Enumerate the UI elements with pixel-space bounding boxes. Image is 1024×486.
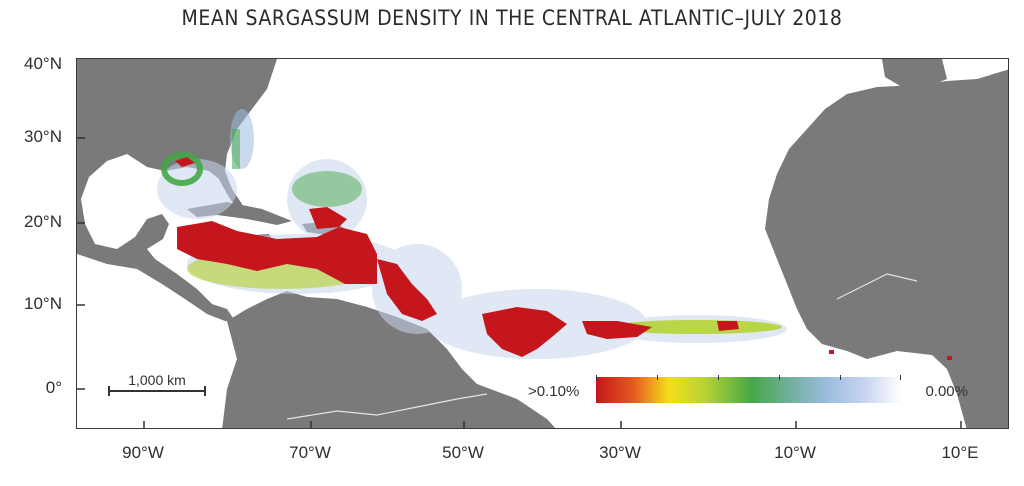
y-tick-20n: 20°N bbox=[24, 212, 62, 231]
y-tick-40n: 40°N bbox=[24, 54, 62, 73]
scale-bar-label: 1,000 km bbox=[128, 372, 186, 388]
color-legend: >0.10% 0.00% bbox=[528, 373, 968, 407]
map-plot-area bbox=[76, 58, 1009, 429]
river-amazon bbox=[286, 393, 488, 420]
legend-low-label: 0.00% bbox=[925, 383, 968, 400]
map-graphic bbox=[77, 59, 1008, 428]
x-tick-30w: 30°W bbox=[599, 443, 641, 462]
river-niger bbox=[836, 273, 918, 300]
y-tick-0: 0° bbox=[45, 378, 62, 397]
y-tick-30n: 30°N bbox=[24, 127, 62, 146]
x-tick-50w: 50°W bbox=[442, 443, 484, 462]
legend-high-label: >0.10% bbox=[528, 383, 580, 400]
x-tick-10e: 10°E bbox=[941, 443, 979, 462]
map-title: MEAN SARGASSUM DENSITY IN THE CENTRAL AT… bbox=[181, 6, 843, 30]
land-south-america bbox=[222, 291, 556, 428]
scale-bar-line bbox=[108, 386, 206, 396]
scale-bar: 1,000 km bbox=[108, 372, 206, 396]
x-tick-10w: 10°W bbox=[774, 443, 816, 462]
land-africa bbox=[765, 69, 1008, 428]
land-central-america bbox=[77, 199, 235, 321]
x-tick-70w: 70°W bbox=[289, 443, 331, 462]
density-high bbox=[175, 157, 952, 360]
y-tick-10n: 10°N bbox=[24, 294, 62, 313]
legend-gradient bbox=[596, 375, 901, 403]
land-iberia bbox=[882, 59, 947, 87]
x-tick-90w: 90°W bbox=[122, 443, 164, 462]
